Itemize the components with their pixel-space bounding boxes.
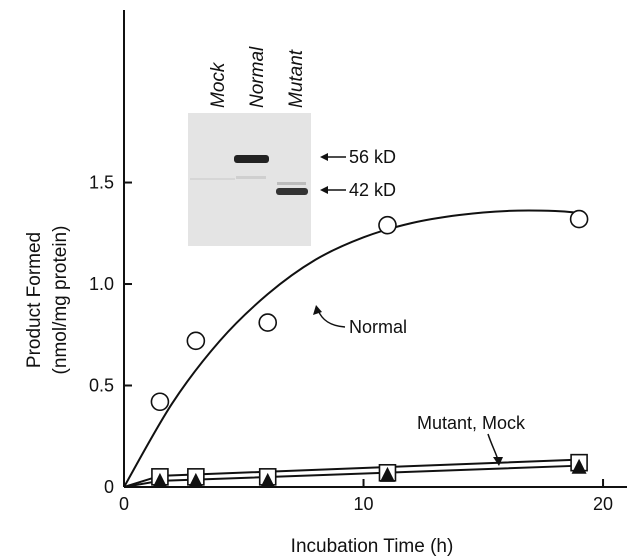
data-point-circle xyxy=(150,392,170,412)
mutant-mock-annotation-label: Mutant, Mock xyxy=(417,413,526,433)
lane-label-mock: Mock xyxy=(208,61,229,108)
y-tick-label: 0 xyxy=(104,477,114,497)
band-normal-56kd xyxy=(234,155,269,163)
fit-curve-open-circle xyxy=(123,209,580,488)
x-axis-title: Incubation Time (h) xyxy=(291,536,454,557)
x-tick-label: 0 xyxy=(119,494,129,514)
y-ticks: 0 0.5 1.0 1.5 xyxy=(89,173,132,497)
y-tick-label: 0.5 xyxy=(89,376,114,396)
data-point-circle xyxy=(186,331,206,351)
x-tick-label: 10 xyxy=(354,494,374,514)
marker-arrowhead-42kd xyxy=(320,186,328,194)
band-mutant-42kd-faint xyxy=(277,182,306,185)
data-point-circle xyxy=(569,209,589,229)
lane-label-normal: Normal xyxy=(247,46,268,108)
y-axis-title-line2: (nmol/mg protein) xyxy=(50,226,71,375)
data-point-triangle xyxy=(260,472,276,488)
gel-faint-band xyxy=(190,178,235,180)
data-point-triangle xyxy=(379,466,395,482)
normal-annotation-arrow xyxy=(317,309,346,328)
mutant-mock-annotation-arrow xyxy=(487,433,499,461)
marker-label-42kd: 42 kD xyxy=(349,180,396,200)
y-tick-label: 1.0 xyxy=(89,274,114,294)
normal-annotation-arrowhead xyxy=(313,305,322,315)
band-normal-faint xyxy=(236,176,266,179)
x-ticks: 0 10 20 xyxy=(119,479,613,514)
y-tick-label: 1.5 xyxy=(89,173,114,193)
data-point-triangle xyxy=(152,472,168,488)
western-blot-inset: Mock Normal Mutant 56 kD 42 kD xyxy=(188,46,396,246)
mutant-mock-annotation-arrowhead xyxy=(493,457,503,466)
normal-annotation-label: Normal xyxy=(349,317,407,337)
marker-arrowhead-56kd xyxy=(320,153,328,161)
x-tick-label: 20 xyxy=(593,494,613,514)
y-axis-title-line1: Product Formed xyxy=(24,232,45,368)
data-point-triangle xyxy=(571,458,587,474)
marker-label-56kd: 56 kD xyxy=(349,147,396,167)
lane-label-mutant: Mutant xyxy=(286,49,307,108)
data-markers xyxy=(150,209,589,488)
data-point-triangle xyxy=(188,472,204,488)
band-mutant-42kd xyxy=(276,188,308,195)
data-point-circle xyxy=(258,313,278,332)
data-point-circle xyxy=(378,215,397,235)
